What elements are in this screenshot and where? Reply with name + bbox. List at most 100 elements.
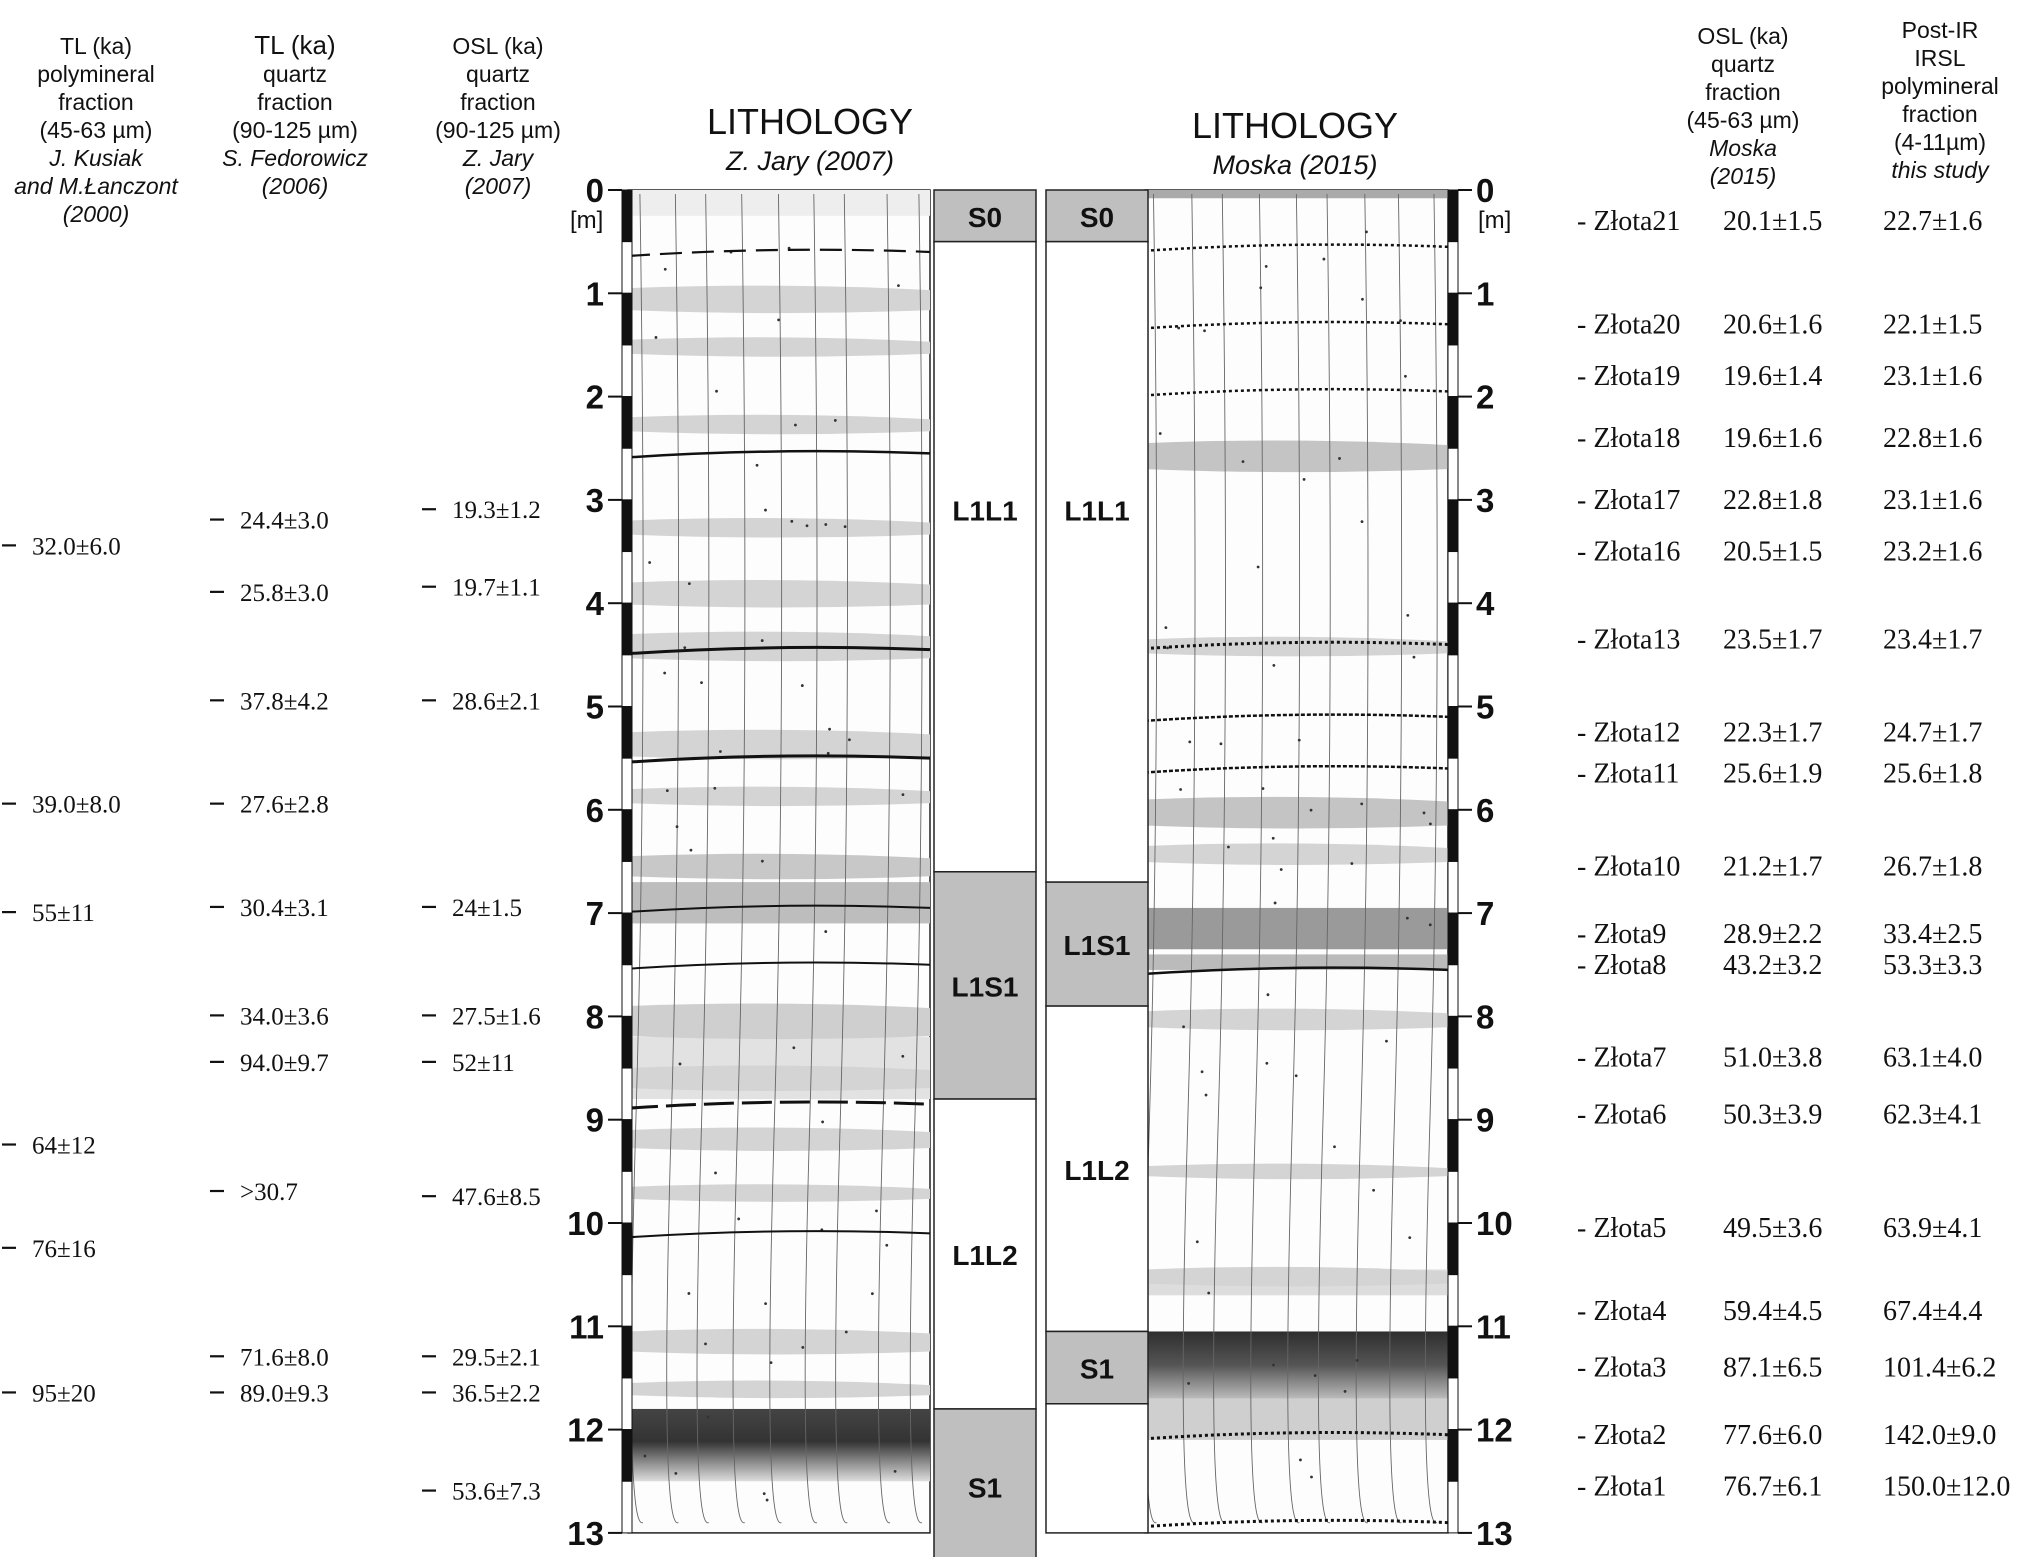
- sand-dot: [1182, 1025, 1185, 1029]
- scale-segment: [1447, 499, 1459, 553]
- sand-dot: [678, 1062, 682, 1066]
- osl-jary-value: 52±11: [452, 1050, 515, 1077]
- unit-box: [1045, 240, 1149, 883]
- crack-line: [696, 193, 710, 1524]
- depth-tick-label: 8: [1476, 998, 1494, 1035]
- scale-segment: [621, 912, 633, 966]
- scale-segment: [1447, 757, 1459, 811]
- scale-segment: [1447, 706, 1459, 759]
- scale-segment: [621, 189, 633, 243]
- scale-segment: [1447, 1222, 1459, 1276]
- sand-dot: [1259, 286, 1263, 290]
- depth-tick-label: 11: [569, 1308, 604, 1345]
- crack-line: [1213, 193, 1226, 1524]
- erosion-line: [1144, 1518, 1449, 1529]
- osl-jary-value: 47.6±8.5: [452, 1184, 541, 1211]
- tl-quartz-value: 71.6±8.0: [240, 1344, 329, 1371]
- header-line: IRSL: [1914, 45, 1965, 71]
- sand-dot: [1279, 868, 1283, 871]
- header-line: fraction: [460, 89, 535, 115]
- irsl-value: 33.4±2.5: [1883, 919, 1982, 950]
- loess-band: [628, 729, 930, 760]
- sand-dot: [1302, 477, 1306, 481]
- sand-dot: [764, 508, 767, 512]
- header-line: (45-63 µm): [1687, 107, 1800, 133]
- scale-segment: [1447, 241, 1459, 294]
- unit-box: [933, 1408, 1037, 1557]
- sand-dot: [833, 419, 837, 422]
- depth-tick-label: 1: [586, 275, 604, 312]
- scale-segment: [621, 1480, 633, 1534]
- lithology-log-right: [1144, 189, 1449, 1534]
- irsl-value: 23.1±1.6: [1883, 485, 1982, 516]
- loess-band: [628, 579, 930, 608]
- sand-dot: [844, 1330, 848, 1334]
- unit-box: [1045, 189, 1149, 243]
- header-line: (90-125 µm): [232, 117, 358, 143]
- unit-box: [933, 240, 1037, 873]
- scale-segment: [1447, 1119, 1459, 1172]
- depth-tick-label: 5: [1476, 689, 1494, 726]
- sand-dot: [687, 1292, 691, 1295]
- unit-box: [933, 871, 1037, 1100]
- scale-segment: [1447, 1274, 1459, 1327]
- author-line: this study: [1891, 157, 1990, 183]
- crack-line: [1250, 193, 1264, 1524]
- depth-tick-label: 13: [1476, 1515, 1513, 1552]
- sand-dot: [1350, 862, 1354, 865]
- loess-band: [628, 1003, 930, 1040]
- irsl-value: 150.0±12.0: [1883, 1471, 2010, 1502]
- tl-quartz-value: 30.4±3.1: [240, 895, 329, 922]
- osl-moska-value: 20.5±1.5: [1723, 537, 1822, 568]
- loess-band: [1145, 796, 1448, 829]
- unit-label: S0: [968, 202, 1002, 233]
- sand-dot: [764, 1302, 767, 1306]
- scale-segment: [1447, 551, 1459, 604]
- osl-moska-value: 22.3±1.7: [1723, 717, 1822, 748]
- scale-segment: [1447, 1377, 1459, 1431]
- lithology-log-left: [627, 189, 931, 1534]
- sand-dot: [760, 639, 764, 642]
- loess-band: [628, 517, 930, 538]
- erosion-line: [1144, 320, 1449, 330]
- dating-values: 32.0±6.0 39.0±8.0 55±11 64±12 76±16 95±20 24.4…: [2, 206, 2010, 1506]
- tl-quartz-value: 25.8±3.0: [240, 580, 329, 607]
- erosion-line: [627, 645, 931, 656]
- osl-moska-value: 77.6±6.0: [1723, 1420, 1822, 1451]
- sand-dot: [821, 1120, 825, 1124]
- sand-dot: [654, 336, 658, 339]
- sand-dot: [1207, 1291, 1211, 1295]
- irsl-value: 63.9±4.1: [1883, 1213, 1982, 1244]
- sand-dot: [1310, 1475, 1313, 1479]
- sand-dot: [1266, 993, 1270, 997]
- erosion-line: [627, 248, 931, 258]
- header-line: polymineral: [1881, 73, 1999, 99]
- sand-dot: [1166, 646, 1169, 650]
- sand-dot: [792, 1046, 796, 1050]
- depth-tick-label: 9: [1476, 1102, 1494, 1139]
- sand-dot: [755, 463, 759, 467]
- sand-dot: [762, 1492, 766, 1496]
- scale-segment: [1447, 344, 1459, 398]
- tl-quartz-value: 27.6±2.8: [240, 792, 329, 819]
- sand-dot: [1313, 1374, 1317, 1377]
- author-line: (2007): [465, 173, 531, 199]
- sand-dot: [704, 1342, 707, 1346]
- sample-name: - Złota4: [1577, 1296, 1666, 1327]
- scale-segment: [621, 860, 633, 914]
- sand-dot: [700, 681, 703, 684]
- sample-name: - Złota13: [1577, 624, 1680, 655]
- loess-band: [628, 1328, 930, 1355]
- sand-dot: [1188, 740, 1192, 744]
- crack-line: [877, 193, 891, 1524]
- osl-moska-value: 87.1±6.5: [1723, 1353, 1822, 1384]
- erosion-line: [1144, 1431, 1449, 1441]
- crack-line: [835, 193, 848, 1524]
- sand-dot: [1333, 1145, 1336, 1149]
- sample-name: - Złota19: [1577, 361, 1680, 392]
- erosion-line: [1144, 966, 1449, 976]
- scale-segment: [1447, 860, 1459, 914]
- osl-moska-value: 25.6±1.9: [1723, 759, 1822, 790]
- crack-line: [769, 193, 783, 1524]
